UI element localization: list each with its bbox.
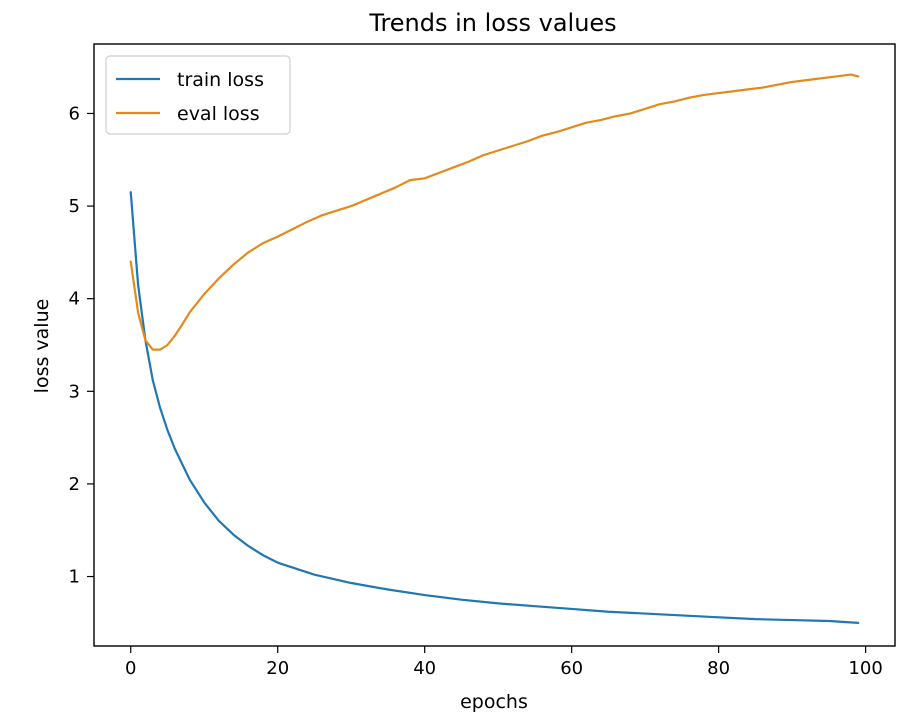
y-tick-label: 3 <box>69 381 80 402</box>
x-tick-label: 80 <box>707 658 730 679</box>
legend-train-label: train loss <box>177 69 264 91</box>
y-tick-label: 2 <box>69 474 80 495</box>
train-loss-line <box>129 191 860 624</box>
legend: train loss eval loss <box>105 55 291 135</box>
series-layer <box>129 73 860 624</box>
y-tick-label: 5 <box>69 196 80 217</box>
plot-area <box>93 43 896 647</box>
legend-eval-label: eval loss <box>177 103 260 125</box>
x-tick-label: 40 <box>413 658 436 679</box>
y-axis-label: loss value <box>31 299 53 394</box>
x-tick-label: 0 <box>125 658 136 679</box>
x-tick-label: 100 <box>848 658 882 679</box>
y-tick-label: 6 <box>69 103 80 124</box>
eval-loss-line <box>129 73 860 351</box>
y-tick-label: 4 <box>69 289 80 310</box>
x-axis-label: epochs <box>460 691 528 713</box>
legend-box <box>105 55 291 135</box>
x-tick-label: 60 <box>560 658 583 679</box>
y-tick-label: 1 <box>69 567 80 588</box>
chart-title: Trends in loss values <box>368 9 616 37</box>
x-tick-label: 20 <box>266 658 289 679</box>
axes-ticks: 0 20 40 60 80 100 1 2 3 4 5 6 <box>69 103 883 679</box>
